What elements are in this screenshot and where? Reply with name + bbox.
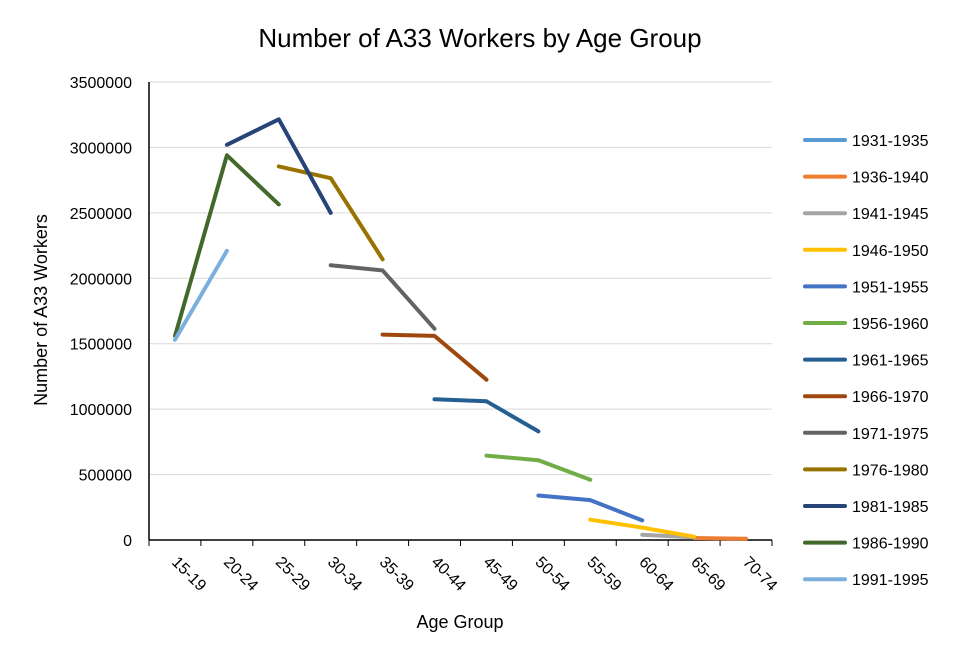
legend-item: 1986-1990 xyxy=(803,536,929,553)
legend-label: 1981-1985 xyxy=(852,499,929,516)
series-line-1961-1965 xyxy=(432,397,541,434)
x-tick-labels: 15-19 20-24 25-29 30-34 35-39 40-44 45-49 50-54… xyxy=(168,554,780,595)
legend-item: 1971-1975 xyxy=(803,426,929,443)
series-line-1946-1950 xyxy=(588,517,697,539)
y-tick-label: 500000 xyxy=(79,468,132,485)
y-axis-title: Number of A33 Workers xyxy=(31,214,51,406)
series-line-1956-1960 xyxy=(484,453,593,482)
y-tick-label: 3500000 xyxy=(70,75,132,92)
x-axis-title: Age Group xyxy=(416,612,503,632)
y-tick-label: 1000000 xyxy=(70,402,132,419)
legend-item: 1966-1970 xyxy=(803,389,929,406)
series-line-1986-1990 xyxy=(173,153,281,338)
legend-item: 1961-1965 xyxy=(803,353,929,370)
y-tick-label: 0 xyxy=(123,533,132,550)
legend-label: 1931-1935 xyxy=(852,133,929,150)
legend-label: 1946-1950 xyxy=(852,243,929,260)
x-tick-label: 70-74 xyxy=(739,554,780,595)
y-tick-label: 2000000 xyxy=(70,271,132,288)
legend-item: 1956-1960 xyxy=(803,316,929,333)
x-tick-label: 65-69 xyxy=(687,554,728,595)
y-tick-label: 3000000 xyxy=(70,140,132,157)
legend-item: 1946-1950 xyxy=(803,243,929,260)
series-line-1966-1970 xyxy=(380,332,489,382)
legend-label: 1976-1980 xyxy=(852,462,929,479)
series-line-1936-1940 xyxy=(692,536,748,541)
axes xyxy=(148,82,773,546)
x-tick-label: 35-39 xyxy=(376,554,417,595)
legend-label: 1966-1970 xyxy=(852,389,929,406)
chart-title: Number of A33 Workers by Age Group xyxy=(258,23,701,53)
legend-item: 1941-1945 xyxy=(803,206,929,223)
x-tick-label: 30-34 xyxy=(324,554,365,595)
legend-label: 1956-1960 xyxy=(852,316,929,333)
series-line-1991-1995 xyxy=(173,248,229,342)
x-tick-label: 60-64 xyxy=(635,554,676,595)
x-tick-label: 45-49 xyxy=(480,554,521,595)
legend-item: 1951-1955 xyxy=(803,279,929,296)
x-tick-label: 40-44 xyxy=(428,554,469,595)
x-tick-label: 55-59 xyxy=(583,554,624,595)
series-line-1971-1975 xyxy=(328,263,437,331)
legend-item: 1991-1995 xyxy=(803,572,929,589)
x-tick-label: 15-19 xyxy=(168,554,209,595)
series-line-1981-1985 xyxy=(224,117,333,215)
legend-label: 1961-1965 xyxy=(852,353,929,370)
series-lines xyxy=(173,117,748,541)
legend-item: 1931-1935 xyxy=(803,133,929,150)
series-line-1976-1980 xyxy=(276,164,385,262)
legend: 1931-1935 1936-1940 1941-1945 1946-1950 1951… xyxy=(803,133,929,589)
legend-label: 1971-1975 xyxy=(852,426,929,443)
legend-item: 1976-1980 xyxy=(803,462,929,479)
y-tick-label: 2500000 xyxy=(70,206,132,223)
legend-label: 1936-1940 xyxy=(852,170,929,187)
legend-item: 1936-1940 xyxy=(803,170,929,187)
legend-label: 1991-1995 xyxy=(852,572,929,589)
x-tick-label: 50-54 xyxy=(532,554,573,595)
x-tick-label: 20-24 xyxy=(220,554,261,595)
legend-label: 1986-1990 xyxy=(852,536,929,553)
y-tick-label: 1500000 xyxy=(70,337,132,354)
y-tick-labels: 0 500000 1000000 1500000 2000000 2500000 30000… xyxy=(70,75,132,550)
legend-label: 1951-1955 xyxy=(852,279,929,296)
x-tick-label: 25-29 xyxy=(272,554,313,595)
legend-label: 1941-1945 xyxy=(852,206,929,223)
gridlines xyxy=(149,81,772,476)
series-line-1951-1955 xyxy=(536,493,645,523)
legend-item: 1981-1985 xyxy=(803,499,929,516)
